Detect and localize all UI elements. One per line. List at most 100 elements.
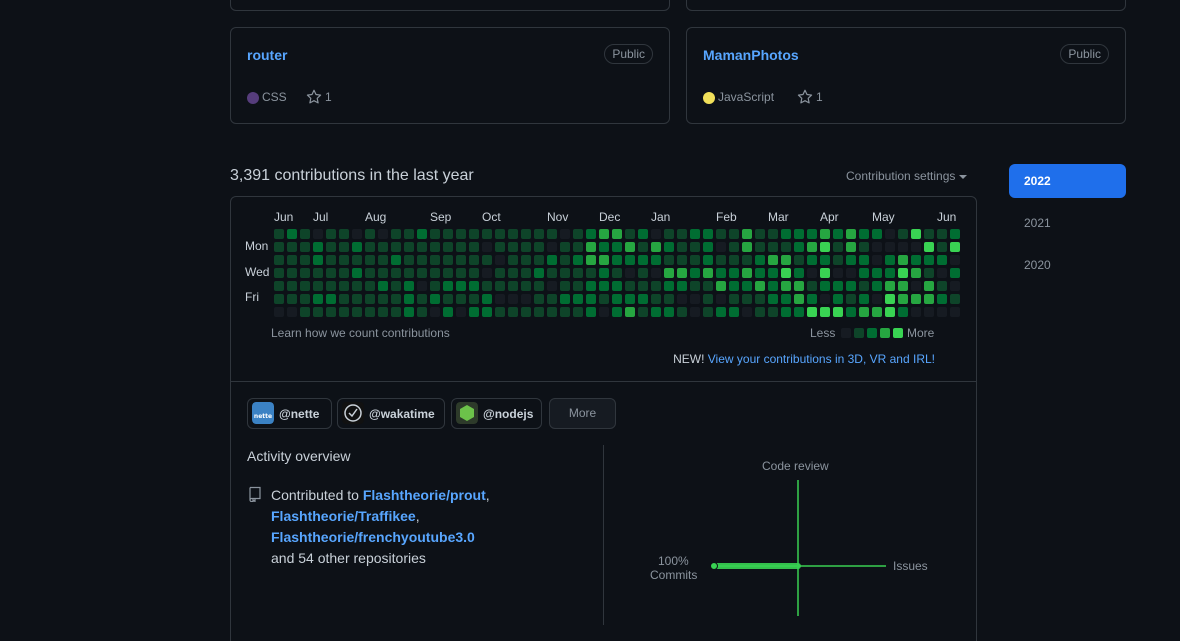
contribution-day-cell[interactable] (365, 281, 375, 291)
contribution-day-cell[interactable] (937, 229, 947, 239)
contribution-day-cell[interactable] (287, 242, 297, 252)
contribution-day-cell[interactable] (742, 307, 752, 317)
contribution-day-cell[interactable] (937, 268, 947, 278)
contribution-day-cell[interactable] (417, 229, 427, 239)
contribution-day-cell[interactable] (378, 307, 388, 317)
contribution-day-cell[interactable] (859, 229, 869, 239)
contribution-day-cell[interactable] (443, 268, 453, 278)
contribution-day-cell[interactable] (950, 242, 960, 252)
contribution-day-cell[interactable] (807, 307, 817, 317)
contribution-day-cell[interactable] (300, 229, 310, 239)
contribution-day-cell[interactable] (846, 242, 856, 252)
contribution-day-cell[interactable] (950, 229, 960, 239)
contribution-day-cell[interactable] (729, 242, 739, 252)
contribution-day-cell[interactable] (417, 307, 427, 317)
contribution-day-cell[interactable] (625, 255, 635, 265)
contribution-day-cell[interactable] (443, 242, 453, 252)
contribution-day-cell[interactable] (274, 268, 284, 278)
contribution-day-cell[interactable] (885, 268, 895, 278)
contribution-day-cell[interactable] (755, 307, 765, 317)
contribution-day-cell[interactable] (794, 281, 804, 291)
contribution-day-cell[interactable] (716, 268, 726, 278)
contribution-day-cell[interactable] (729, 281, 739, 291)
contribution-day-cell[interactable] (326, 255, 336, 265)
contribution-day-cell[interactable] (742, 255, 752, 265)
contribution-day-cell[interactable] (495, 294, 505, 304)
contribution-day-cell[interactable] (417, 255, 427, 265)
contribution-day-cell[interactable] (339, 294, 349, 304)
contribution-day-cell[interactable] (911, 242, 921, 252)
contribution-day-cell[interactable] (404, 307, 414, 317)
contribution-day-cell[interactable] (534, 229, 544, 239)
org-filter-nodejs[interactable]: @nodejs (451, 398, 542, 429)
contribution-day-cell[interactable] (690, 255, 700, 265)
contribution-day-cell[interactable] (469, 242, 479, 252)
contribution-day-cell[interactable] (534, 281, 544, 291)
contribution-day-cell[interactable] (534, 294, 544, 304)
contribution-day-cell[interactable] (703, 294, 713, 304)
org-filter-wakatime[interactable]: @wakatime (337, 398, 445, 429)
contribution-day-cell[interactable] (404, 268, 414, 278)
contribution-day-cell[interactable] (521, 294, 531, 304)
contribution-day-cell[interactable] (833, 229, 843, 239)
contribution-day-cell[interactable] (352, 242, 362, 252)
contribution-day-cell[interactable] (768, 268, 778, 278)
contribution-day-cell[interactable] (833, 242, 843, 252)
contribution-day-cell[interactable] (573, 255, 583, 265)
contribution-day-cell[interactable] (651, 255, 661, 265)
contribution-day-cell[interactable] (703, 229, 713, 239)
contribution-day-cell[interactable] (378, 242, 388, 252)
contribution-day-cell[interactable] (937, 294, 947, 304)
contribution-day-cell[interactable] (716, 229, 726, 239)
contribution-day-cell[interactable] (547, 255, 557, 265)
contribution-day-cell[interactable] (521, 281, 531, 291)
contribution-day-cell[interactable] (430, 255, 440, 265)
contribution-day-cell[interactable] (482, 294, 492, 304)
contribution-day-cell[interactable] (612, 255, 622, 265)
contribution-day-cell[interactable] (300, 294, 310, 304)
contribution-day-cell[interactable] (924, 229, 934, 239)
contribution-day-cell[interactable] (521, 229, 531, 239)
contribution-day-cell[interactable] (859, 281, 869, 291)
contribution-day-cell[interactable] (378, 268, 388, 278)
contribution-day-cell[interactable] (846, 268, 856, 278)
contribution-day-cell[interactable] (703, 242, 713, 252)
contribution-day-cell[interactable] (651, 229, 661, 239)
contribution-day-cell[interactable] (560, 281, 570, 291)
contribution-day-cell[interactable] (872, 294, 882, 304)
contribution-day-cell[interactable] (287, 255, 297, 265)
contribution-day-cell[interactable] (365, 242, 375, 252)
contribution-day-cell[interactable] (313, 242, 323, 252)
contribution-day-cell[interactable] (443, 294, 453, 304)
contribution-day-cell[interactable] (755, 255, 765, 265)
contribution-day-cell[interactable] (352, 307, 362, 317)
contribution-day-cell[interactable] (638, 294, 648, 304)
contribution-day-cell[interactable] (833, 268, 843, 278)
contribution-day-cell[interactable] (508, 242, 518, 252)
contribution-day-cell[interactable] (534, 307, 544, 317)
contribution-day-cell[interactable] (690, 242, 700, 252)
contribution-day-cell[interactable] (495, 268, 505, 278)
contribution-day-cell[interactable] (287, 268, 297, 278)
contribution-day-cell[interactable] (287, 229, 297, 239)
contribution-day-cell[interactable] (924, 307, 934, 317)
contribution-day-cell[interactable] (677, 255, 687, 265)
contribution-day-cell[interactable] (677, 294, 687, 304)
contribution-day-cell[interactable] (872, 255, 882, 265)
repo-link[interactable]: Flashtheorie/prout (362, 487, 486, 503)
contribution-day-cell[interactable] (781, 268, 791, 278)
contribution-day-cell[interactable] (326, 242, 336, 252)
contribution-day-cell[interactable] (482, 307, 492, 317)
contribution-day-cell[interactable] (391, 229, 401, 239)
contribution-day-cell[interactable] (417, 242, 427, 252)
contribution-day-cell[interactable] (586, 268, 596, 278)
contribution-day-cell[interactable] (521, 242, 531, 252)
contribution-day-cell[interactable] (924, 294, 934, 304)
contribution-day-cell[interactable] (456, 307, 466, 317)
contribution-day-cell[interactable] (599, 268, 609, 278)
contribution-day-cell[interactable] (391, 307, 401, 317)
contribution-day-cell[interactable] (495, 281, 505, 291)
contribution-day-cell[interactable] (768, 294, 778, 304)
contribution-day-cell[interactable] (326, 294, 336, 304)
contribution-day-cell[interactable] (872, 242, 882, 252)
